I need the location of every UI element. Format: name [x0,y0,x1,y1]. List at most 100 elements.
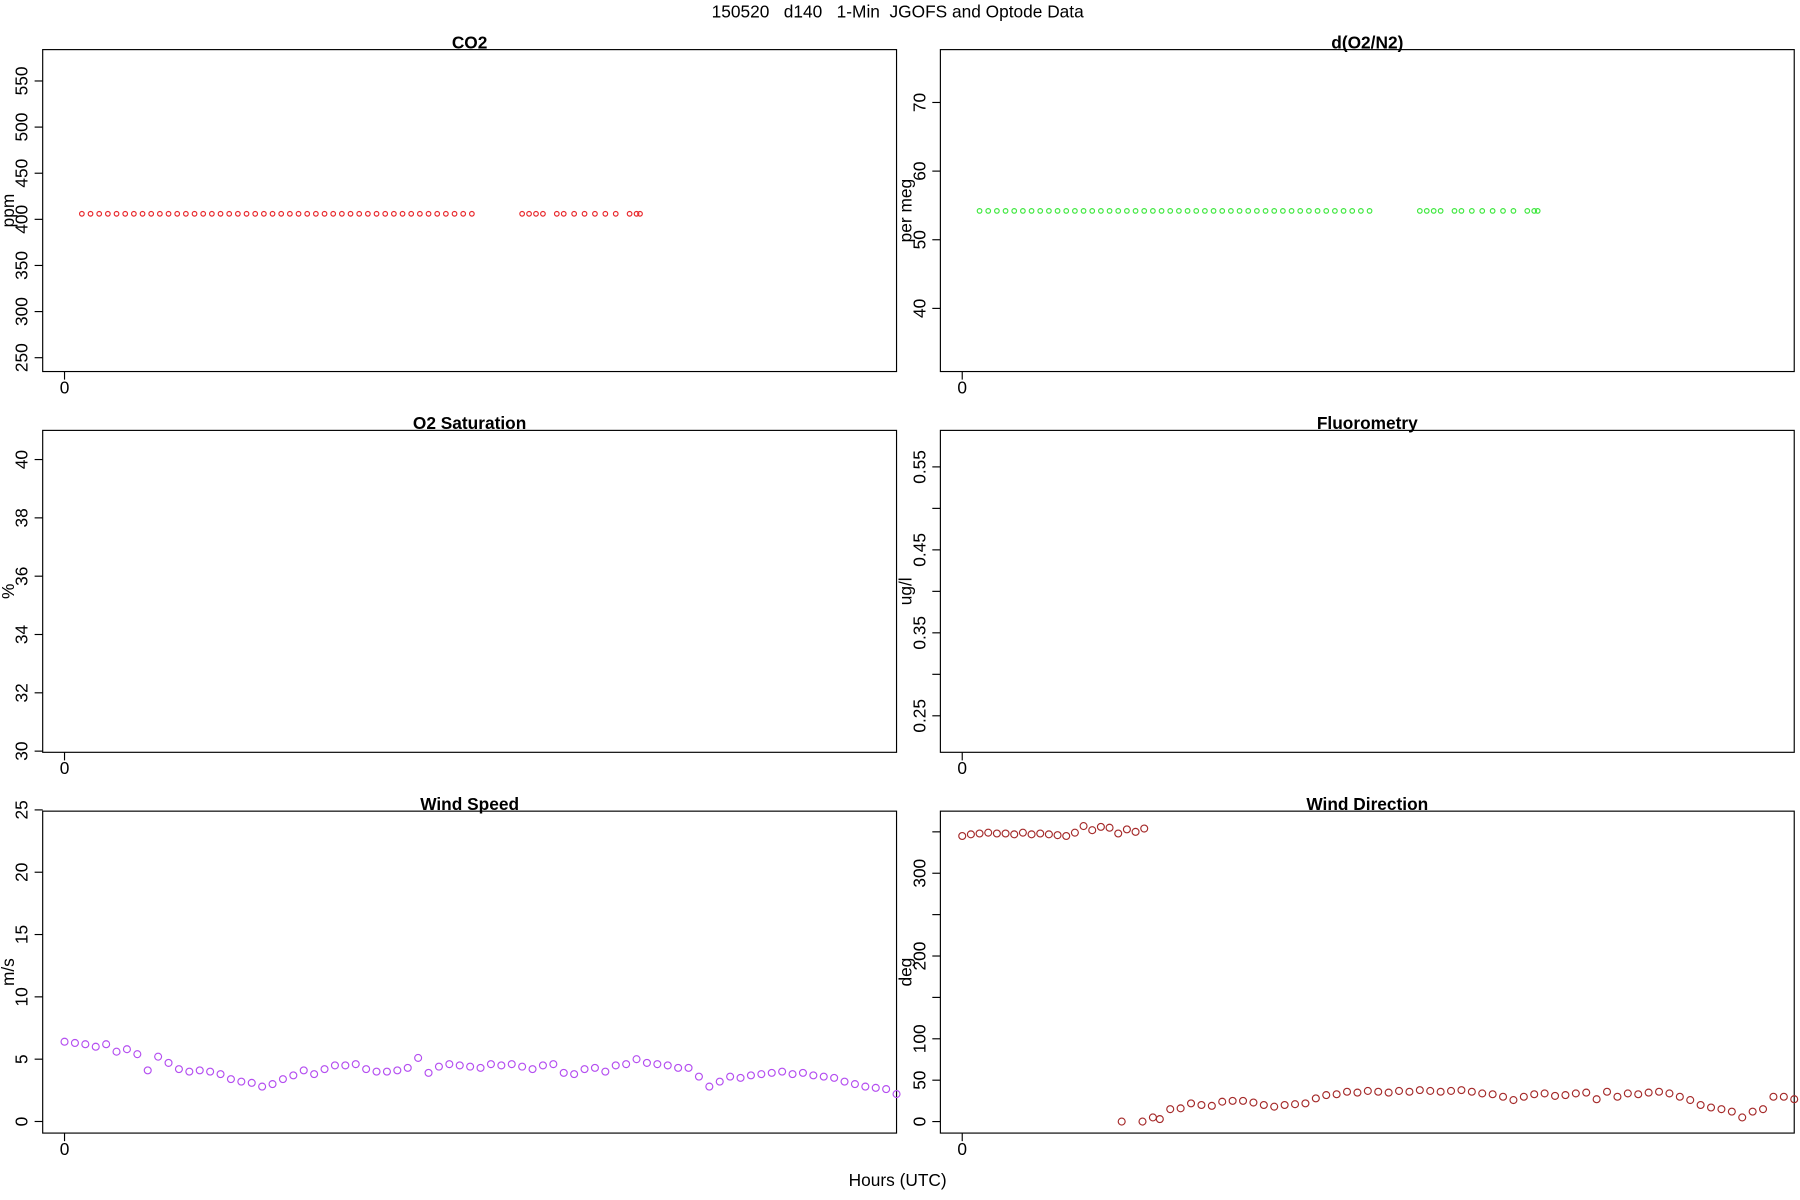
data-point [1769,1092,1778,1101]
data-point [626,210,633,217]
data-point [1363,1086,1372,1095]
data-point [684,1063,693,1072]
data-point [788,1070,797,1079]
data-point [338,210,345,217]
data-point [1176,208,1182,214]
data-point [399,210,406,217]
data-point [122,1045,131,1054]
data-point [570,1070,579,1079]
data-point [1311,1094,1320,1103]
data-point [102,1040,111,1049]
data-point [1696,1100,1705,1110]
data-point [1001,829,1010,838]
panel-title: Wind Direction [1306,794,1428,814]
data-point [1062,831,1071,841]
y-tick-label: 0.45 [909,533,929,567]
data-point [611,1061,620,1070]
data-point [60,1037,69,1046]
data-point [602,210,609,217]
y-tick-label: 40 [909,299,929,318]
data-point [1550,1091,1560,1100]
data-point [216,1070,225,1079]
data-point [1374,1087,1383,1096]
data-point [143,1066,152,1075]
data-point [299,1066,308,1075]
y-tick-label: 250 [12,343,32,372]
plot-frame [42,810,898,1134]
data-point [1037,208,1044,214]
data-point [130,210,137,217]
data-point [674,1063,683,1072]
data-point [1654,1087,1664,1096]
plot-frame [939,810,1795,1134]
data-point [1534,208,1541,214]
data-point [1228,208,1234,214]
y-tick-label: 100 [909,1024,929,1053]
data-point [442,210,449,217]
data-point [984,828,993,837]
data-point [1394,1086,1404,1095]
data-point [1384,1088,1393,1097]
data-point [373,210,380,217]
data-point [705,1082,714,1091]
y-tick-label: 0 [12,1117,32,1127]
y-tick-label: 15 [12,925,32,944]
data-point [1437,208,1444,214]
data-point [1592,1095,1601,1104]
data-point [416,210,423,217]
data-point [1306,208,1312,214]
data-point [840,1077,849,1086]
data-point [1738,1113,1747,1122]
y-axis-label: ug/l [895,577,915,605]
data-point [1245,208,1252,214]
data-point [497,1061,506,1070]
data-point [1117,1117,1126,1126]
data-point [1011,208,1018,214]
data-point [1079,822,1088,831]
data-point [1270,1102,1279,1111]
data-point [985,208,992,214]
x-tick-label: 0 [957,1139,967,1159]
data-point [164,1058,173,1067]
data-point [1297,208,1304,214]
data-point [278,1075,287,1084]
data-point [540,210,546,217]
y-tick-label: 400 [12,205,32,234]
data-point [1489,208,1496,214]
data-point [1089,208,1096,214]
data-point [304,210,311,217]
y-tick-label: 70 [909,93,929,112]
panel-title: Fluorometry [1317,413,1418,433]
data-point [1131,827,1140,836]
data-point [642,1058,651,1067]
y-axis-label: deg [895,958,915,987]
data-point [154,1052,163,1061]
data-point [622,1060,631,1069]
data-point [549,1060,558,1069]
data-point [1176,1104,1185,1113]
data-point [1415,1086,1424,1095]
data-point [1540,1089,1549,1098]
data-point [798,1068,807,1077]
data-point [1758,1105,1768,1114]
data-point [1748,1107,1757,1116]
data-point [1122,825,1131,834]
data-point [289,1071,298,1080]
data-point [1468,208,1475,214]
data-point [1613,1092,1622,1101]
data-point [226,1075,235,1084]
data-point [1259,1100,1268,1110]
y-tick-label: 20 [12,863,32,882]
data-point [1088,826,1097,835]
y-tick-label: 25 [12,800,32,819]
data-point [476,1063,485,1072]
data-point [819,1072,828,1081]
data-point [174,210,181,217]
data-point [1219,208,1226,214]
data-point [382,210,389,217]
data-point [1561,1091,1570,1100]
data-point [1027,830,1036,839]
plot-frame [939,49,1795,373]
data-point [559,1068,568,1077]
